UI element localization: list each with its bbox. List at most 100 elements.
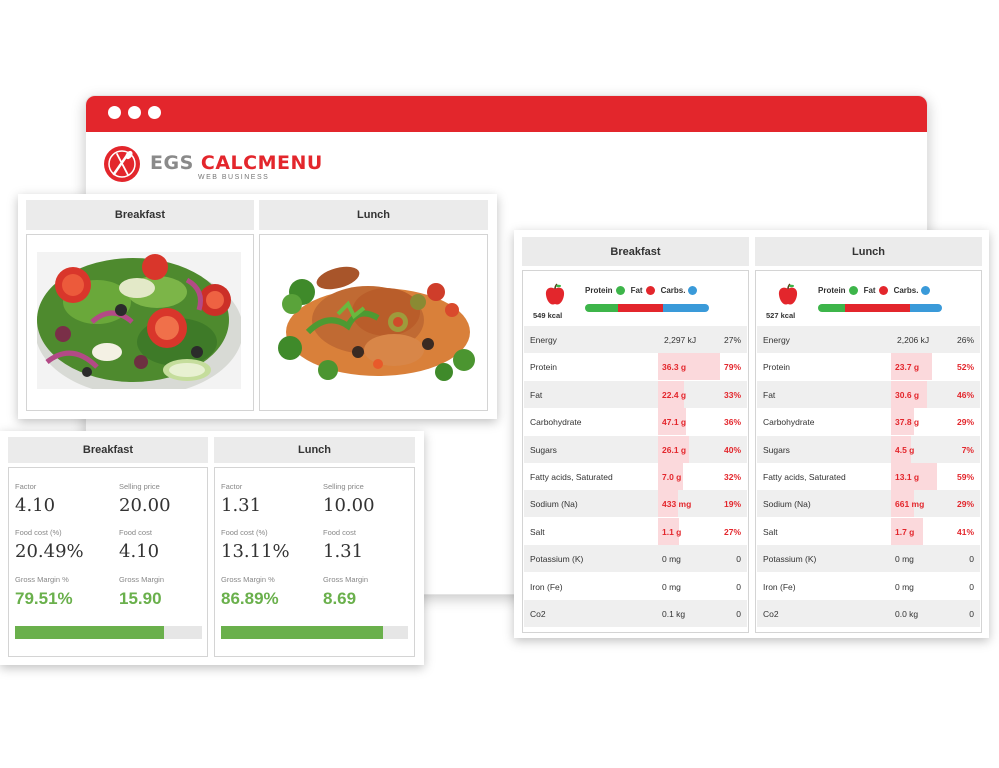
nutrient-amount: 30.6 g <box>895 389 920 400</box>
nutrient-name: Energy <box>530 335 557 345</box>
gross-margin-pct-value: 86.89% <box>221 589 279 608</box>
nutrient-amount: 7.0 g <box>662 472 682 482</box>
breakfast-cost-panel: Factor 4.10 Selling price 20.00 Food cos… <box>8 467 208 657</box>
gross-margin-bar-fill <box>221 626 384 639</box>
table-row: Potassium (K) 0 mg 0 <box>524 545 747 573</box>
table-row: Salt 1.7 g 41% <box>757 517 980 545</box>
nutrient-name: Fatty acids, Saturated <box>530 472 613 482</box>
food-cost-value: 4.10 <box>119 541 160 562</box>
nutrition-card: Breakfast Lunch 549 kcal Protein Fat Car… <box>514 230 989 638</box>
macro-segment-fat <box>618 304 664 312</box>
legend-carbs-label: Carbs. <box>893 286 919 295</box>
table-row: Energy 2,297 kJ 27% <box>524 326 747 353</box>
tab-breakfast-photo[interactable]: Breakfast <box>26 200 254 230</box>
daily-value-highlight <box>891 408 914 436</box>
macro-segment-protein <box>818 304 846 312</box>
nutrient-amount: 2,206 kJ <box>897 335 930 345</box>
macro-segment-carbs <box>663 304 709 312</box>
table-row: Fat 22.4 g 33% <box>524 380 747 408</box>
daily-value-highlight <box>891 463 938 490</box>
nutrient-name: Co2 <box>763 609 779 619</box>
gross-margin-label: Gross Margin <box>323 575 369 584</box>
nutrient-percent: 52% <box>956 362 974 373</box>
tab-lunch-nutrition[interactable]: Lunch <box>755 237 982 266</box>
nutrient-percent: 0 <box>969 581 974 592</box>
table-row: Co2 0.0 kg 0 <box>757 600 980 627</box>
nutrition-summary: 527 kcal Protein Fat Carbs. <box>756 271 981 329</box>
macro-split-bar <box>585 304 709 312</box>
table-row: Iron (Fe) 0 mg 0 <box>757 573 980 600</box>
food-cost-pct-value: 13.11% <box>221 541 290 562</box>
tab-lunch-cost[interactable]: Lunch <box>214 437 415 463</box>
daily-value-highlight <box>658 380 684 408</box>
cutlery-logo-icon <box>104 146 140 182</box>
nutrient-name: Salt <box>763 526 778 537</box>
gross-margin-bar-fill <box>15 626 164 639</box>
table-row: Iron (Fe) 0 mg 0 <box>524 573 747 600</box>
nutrient-percent: 41% <box>956 526 974 537</box>
brand-tagline: WEB BUSINESS <box>198 174 270 181</box>
nutrient-amount: 4.5 g <box>895 444 915 455</box>
factor-value: 1.31 <box>221 495 262 516</box>
nutrient-name: Fat <box>530 389 543 400</box>
nutrient-percent: 32% <box>723 472 741 482</box>
daily-value-highlight <box>891 353 932 381</box>
brand-logo[interactable]: EGS CALCMENU WEB BUSINESS <box>102 142 322 186</box>
selling-price-value: 20.00 <box>119 495 171 516</box>
food-cost-label: Food cost <box>119 528 152 537</box>
food-cost-pct-value: 20.49% <box>15 541 84 562</box>
nutrient-percent: 79% <box>723 362 741 373</box>
daily-value-highlight <box>658 408 687 436</box>
legend-fat-label: Fat <box>630 286 643 295</box>
meal-photos-card: Breakfast Lunch <box>18 194 497 419</box>
macro-segment-carbs <box>909 304 942 312</box>
carbs-dot-icon <box>921 286 931 295</box>
browser-title-bar <box>86 96 927 132</box>
nutrient-amount: 1.1 g <box>662 526 682 537</box>
table-row: Fatty acids, Saturated 13.1 g 59% <box>757 463 980 490</box>
chicken-dish-photo <box>268 252 480 389</box>
nutrient-percent: 27% <box>723 526 741 537</box>
table-row: Fat 30.6 g 46% <box>757 380 980 408</box>
gross-margin-bar <box>221 626 408 639</box>
salad-photo <box>37 252 241 389</box>
window-maximize-dot[interactable] <box>148 106 161 119</box>
daily-value-highlight <box>891 380 927 408</box>
nutrient-percent: 0 <box>736 581 741 592</box>
nutrient-name: Co2 <box>530 609 546 619</box>
window-minimize-dot[interactable] <box>128 106 141 119</box>
selling-price-label: Selling price <box>119 482 160 491</box>
food-cost-value: 1.31 <box>323 541 364 562</box>
apple-icon <box>778 283 798 305</box>
nutrient-percent: 27% <box>723 335 741 345</box>
nutrient-amount: 22.4 g <box>662 389 687 400</box>
nutrient-name: Energy <box>763 335 790 345</box>
nutrient-amount: 0 mg <box>662 554 681 565</box>
apple-icon <box>545 283 565 305</box>
nutrient-name: Iron (Fe) <box>763 581 796 592</box>
daily-value-highlight <box>891 517 923 545</box>
nutrient-amount: 0 mg <box>895 554 914 565</box>
nutrient-percent: 36% <box>723 417 741 428</box>
gross-margin-value: 8.69 <box>323 589 357 608</box>
nutrient-name: Salt <box>530 526 545 537</box>
macro-segment-protein <box>585 304 619 312</box>
nutrient-percent: 46% <box>956 389 974 400</box>
gross-margin-label: Gross Margin <box>119 575 165 584</box>
protein-dot-icon <box>615 286 625 295</box>
table-row: Protein 23.7 g 52% <box>757 353 980 381</box>
food-cost-pct-label: Food cost (%) <box>221 528 268 537</box>
kcal-value: 527 kcal <box>766 311 796 320</box>
tab-lunch-photo[interactable]: Lunch <box>259 200 488 230</box>
gross-margin-pct-label: Gross Margin % <box>221 575 275 584</box>
tab-breakfast-cost[interactable]: Breakfast <box>8 437 208 463</box>
daily-value-highlight <box>658 490 678 518</box>
legend-fat-label: Fat <box>863 286 876 295</box>
fat-dot-icon <box>878 286 888 295</box>
window-close-dot[interactable] <box>108 106 121 119</box>
kcal-value: 549 kcal <box>533 311 563 320</box>
nutrient-percent: 0 <box>736 554 741 565</box>
tab-breakfast-nutrition[interactable]: Breakfast <box>522 237 749 266</box>
nutrient-amount: 661 mg <box>895 499 925 510</box>
nutrient-amount: 2,297 kJ <box>664 335 697 345</box>
